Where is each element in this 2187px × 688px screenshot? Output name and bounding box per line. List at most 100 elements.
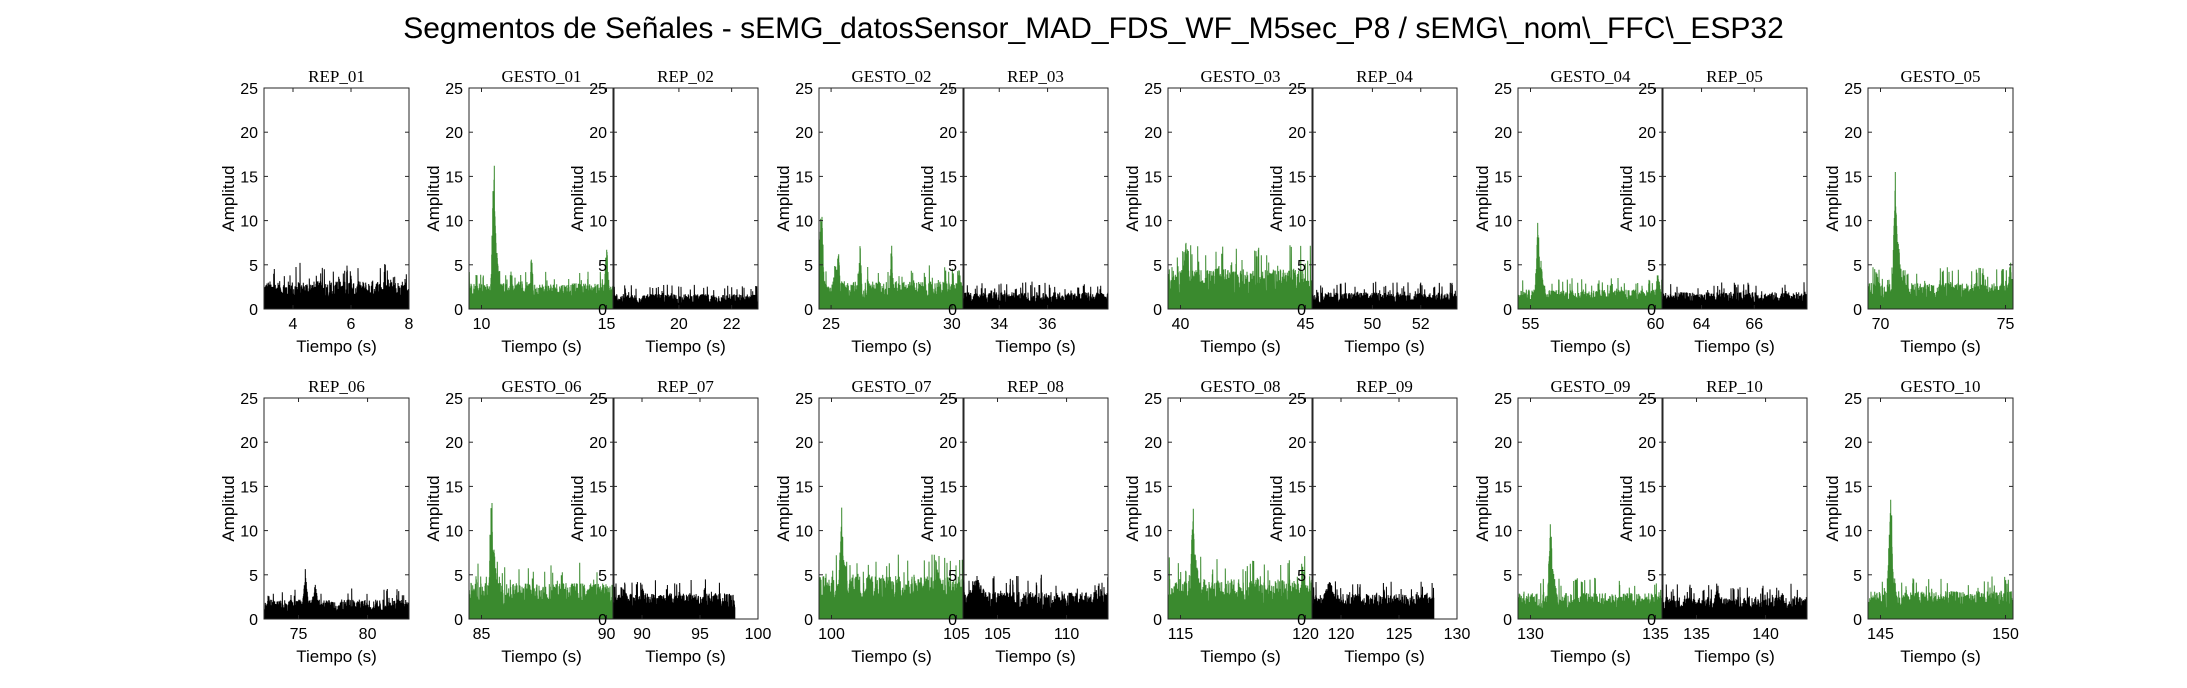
x-axis-label: Tiempo (s): [851, 337, 932, 356]
x-tick-label: 135: [1683, 626, 1710, 643]
x-tick-label: 115: [1168, 626, 1194, 643]
y-tick-label: 0: [249, 302, 258, 319]
x-axis-label: Tiempo (s): [1900, 337, 1981, 356]
y-tick-label: 20: [1494, 125, 1512, 142]
y-tick-label: 15: [1638, 479, 1656, 496]
y-tick-label: 15: [240, 479, 258, 496]
y-tick-label: 20: [1844, 435, 1862, 452]
x-tick-label: 8: [405, 316, 414, 333]
y-tick-label: 10: [795, 214, 813, 231]
signal-trace: [612, 579, 736, 620]
signal-trace: [818, 216, 965, 310]
subplot-title: GESTO_02: [852, 67, 932, 86]
y-tick-label: 0: [948, 612, 957, 629]
y-tick-label: 10: [1638, 524, 1656, 541]
y-tick-label: 20: [1144, 125, 1162, 142]
x-axis-label: Tiempo (s): [1200, 647, 1281, 666]
y-tick-label: 5: [249, 568, 258, 585]
subplot-gesto-08: 0 5 10 15 20 25 115 120 GESTO_08 Tiempo (s) Amplit…: [1123, 377, 1319, 666]
y-tick-label: 5: [249, 258, 258, 275]
y-tick-label: 10: [1288, 524, 1306, 541]
x-tick-label: 85: [473, 626, 491, 643]
y-tick-label: 10: [589, 214, 607, 231]
x-tick-label: 70: [1872, 316, 1890, 333]
y-tick-label: 5: [1297, 568, 1306, 585]
y-tick-label: 15: [939, 479, 957, 496]
y-tick-label: 25: [240, 81, 258, 98]
y-axis-label: Amplitud: [918, 165, 937, 231]
subplot-title: GESTO_04: [1551, 67, 1631, 86]
subplot-title: REP_06: [308, 377, 365, 396]
axes-box: [818, 397, 965, 620]
y-tick-label: 10: [1638, 214, 1656, 231]
y-tick-label: 25: [939, 391, 957, 408]
y-tick-label: 25: [445, 81, 463, 98]
subplot-gesto-01: 0 5 10 15 20 25 10 15 GESTO_01 Tiempo (s) Amplitud: [424, 67, 616, 356]
signal-trace: [263, 262, 410, 310]
y-axis-label: Amplitud: [568, 165, 587, 231]
subplot-gesto-09: 0 5 10 15 20 25 130 135 GESTO_09 Tiempo (s) Amplit…: [1473, 377, 1669, 666]
subplot-title: REP_05: [1706, 67, 1763, 86]
x-axis-label: Tiempo (s): [645, 337, 726, 356]
subplot-rep-10: 0 5 10 15 20 25 135 140 REP_10 Tiempo (s) Amplitud: [1617, 377, 1808, 666]
y-axis-label: Amplitud: [774, 165, 793, 231]
x-tick-label: 52: [1412, 316, 1430, 333]
x-tick-label: 40: [1172, 316, 1190, 333]
subplot-title: REP_08: [1007, 377, 1064, 396]
x-tick-label: 64: [1693, 316, 1711, 333]
y-tick-label: 0: [249, 612, 258, 629]
y-tick-label: 0: [1153, 612, 1162, 629]
y-tick-label: 10: [1144, 214, 1162, 231]
x-tick-label: 34: [990, 316, 1008, 333]
y-tick-label: 0: [804, 302, 813, 319]
x-tick-label: 130: [1444, 626, 1471, 643]
y-tick-label: 25: [1638, 81, 1656, 98]
subplot-title: GESTO_05: [1901, 67, 1981, 86]
y-tick-label: 15: [1144, 479, 1162, 496]
subplot-gesto-05: 0 5 10 15 20 25 70 75 GESTO_05 Tiempo (s) Amplitud: [1823, 67, 2015, 356]
x-tick-label: 45: [1297, 316, 1315, 333]
x-axis-label: Tiempo (s): [1900, 647, 1981, 666]
x-axis-label: Tiempo (s): [1200, 337, 1281, 356]
x-tick-label: 90: [598, 626, 616, 643]
x-tick-label: 130: [1517, 626, 1544, 643]
y-tick-label: 0: [598, 612, 607, 629]
x-tick-label: 50: [1364, 316, 1382, 333]
y-tick-label: 15: [240, 169, 258, 186]
signal-trace: [468, 502, 615, 620]
y-tick-label: 25: [1638, 391, 1656, 408]
x-axis-label: Tiempo (s): [501, 337, 582, 356]
y-tick-label: 20: [1288, 125, 1306, 142]
signal-trace: [1867, 499, 2014, 620]
subplot-gesto-02: 0 5 10 15 20 25 25 30 GESTO_02 Tiempo (s) Amplitud: [774, 67, 965, 356]
y-tick-label: 10: [1844, 214, 1862, 231]
y-tick-label: 15: [1638, 169, 1656, 186]
y-tick-label: 10: [1494, 524, 1512, 541]
x-tick-label: 95: [691, 626, 709, 643]
signal-trace: [818, 507, 965, 620]
y-tick-label: 15: [795, 479, 813, 496]
y-axis-label: Amplitud: [1617, 165, 1636, 231]
y-tick-label: 0: [948, 302, 957, 319]
y-tick-label: 10: [1494, 214, 1512, 231]
axes-box: [1867, 397, 2014, 620]
y-tick-label: 25: [589, 81, 607, 98]
subplot-title: REP_01: [308, 67, 365, 86]
x-axis-label: Tiempo (s): [1344, 337, 1425, 356]
y-tick-label: 25: [240, 391, 258, 408]
x-tick-label: 145: [1867, 626, 1894, 643]
x-tick-label: 22: [723, 316, 741, 333]
y-axis-label: Amplitud: [1823, 475, 1842, 541]
x-tick-label: 100: [745, 626, 772, 643]
y-tick-label: 5: [454, 568, 463, 585]
y-tick-label: 5: [598, 258, 607, 275]
axes-box: [962, 87, 1109, 310]
y-tick-label: 0: [1647, 302, 1656, 319]
y-tick-label: 0: [1503, 302, 1512, 319]
subplot-title: REP_07: [657, 377, 714, 396]
y-tick-label: 25: [1288, 391, 1306, 408]
signal-trace: [612, 284, 759, 310]
y-axis-label: Amplitud: [1617, 475, 1636, 541]
y-axis-label: Amplitud: [1473, 165, 1492, 231]
